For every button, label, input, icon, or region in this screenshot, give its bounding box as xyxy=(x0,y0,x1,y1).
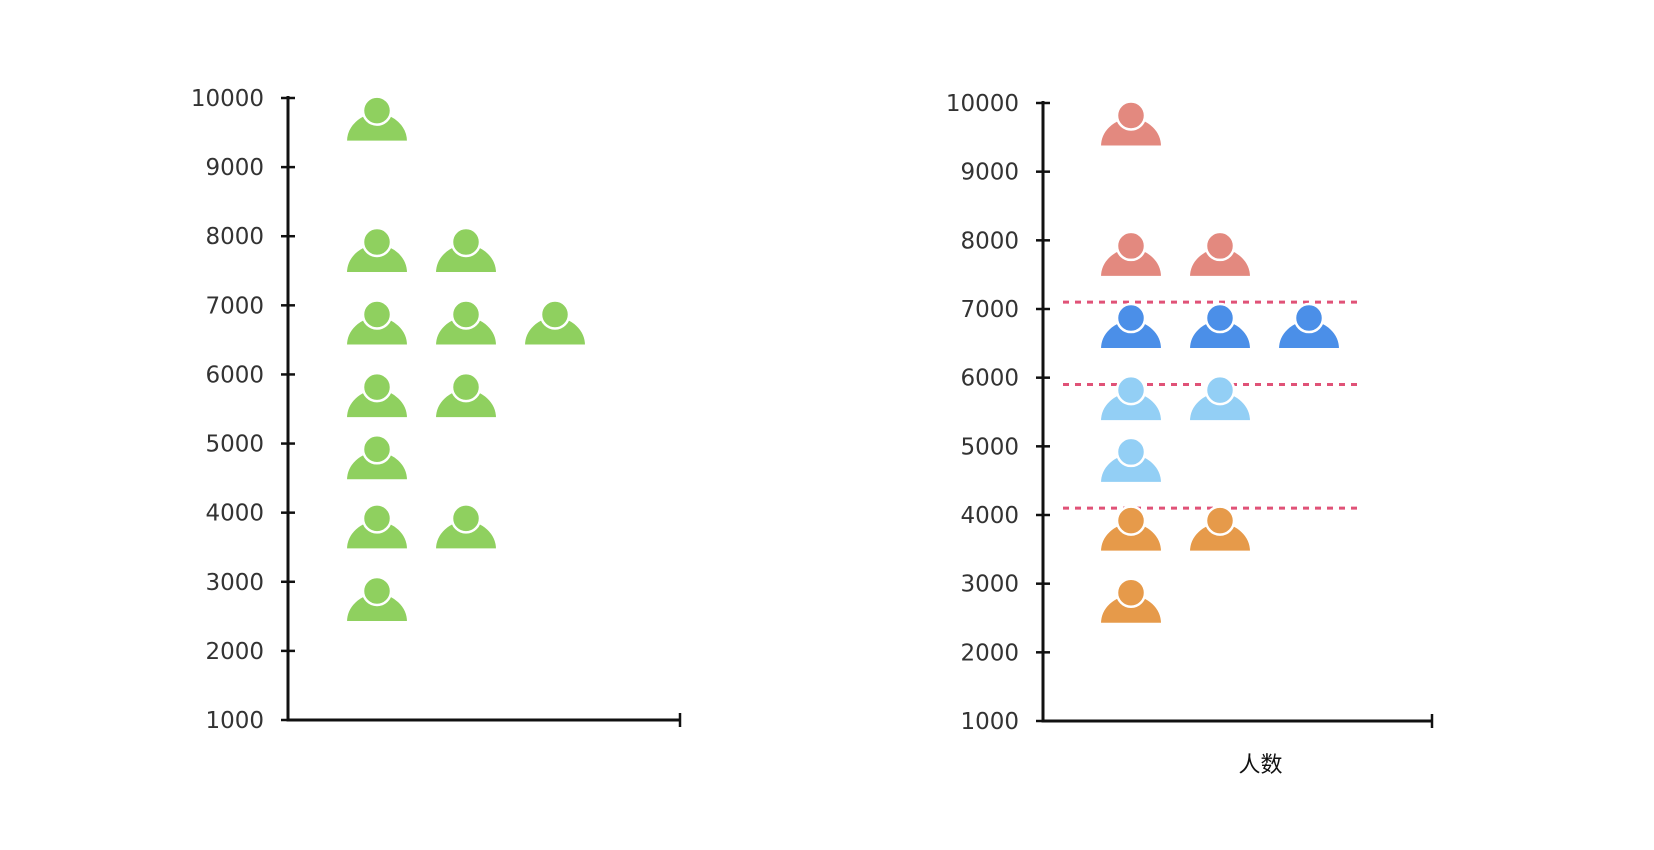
person-icon xyxy=(433,299,499,347)
person-icon xyxy=(433,226,499,274)
person-icon xyxy=(1098,302,1164,351)
right-chart: 1000 2000 3000 4000 5000 6000 7000 8000 9000 1000… xyxy=(946,91,1434,778)
person-icon xyxy=(1098,436,1164,484)
x-axis-title: 人数 xyxy=(1238,753,1282,778)
person-icon xyxy=(1098,100,1164,148)
y-tick-label: 9000 xyxy=(205,155,264,181)
person-icon xyxy=(1187,374,1253,423)
y-tick-label: 6000 xyxy=(205,362,264,388)
person-icon xyxy=(344,299,410,347)
person-icon xyxy=(344,371,410,420)
y-tick-label: 4000 xyxy=(205,501,264,527)
y-tick-label: 10000 xyxy=(946,91,1019,117)
left-chart: 1000 2000 3000 4000 5000 6000 7000 8000 9000 1000… xyxy=(191,86,682,734)
person-icon xyxy=(433,503,499,551)
y-tick-label: 2000 xyxy=(960,640,1019,666)
y-tick-label: 7000 xyxy=(960,297,1019,323)
person-icon xyxy=(1187,505,1253,553)
y-tick-label: 5000 xyxy=(960,434,1019,460)
person-icon xyxy=(1276,302,1342,351)
y-tick-label: 6000 xyxy=(960,366,1019,392)
person-icon xyxy=(1187,230,1253,278)
person-icon xyxy=(344,226,410,274)
person-icon xyxy=(433,371,499,420)
person-icon xyxy=(344,503,410,551)
y-tick-label: 2000 xyxy=(205,639,264,665)
person-icon xyxy=(1098,374,1164,423)
y-tick-label: 1000 xyxy=(960,709,1019,735)
y-tick-label: 3000 xyxy=(205,570,264,596)
y-tick-label: 8000 xyxy=(205,224,264,250)
person-icon xyxy=(344,434,410,482)
person-icon xyxy=(1098,505,1164,553)
person-icon xyxy=(522,299,588,347)
y-tick-label: 4000 xyxy=(960,503,1019,529)
person-icon xyxy=(1187,302,1253,351)
person-icon xyxy=(344,95,410,143)
y-tick-label: 9000 xyxy=(960,160,1019,186)
person-icon xyxy=(344,575,410,623)
y-tick-label: 1000 xyxy=(205,708,264,734)
person-icon xyxy=(1098,230,1164,278)
y-tick-label: 8000 xyxy=(960,228,1019,254)
person-icon xyxy=(1098,577,1164,625)
y-tick-label: 7000 xyxy=(205,293,264,319)
y-tick-label: 3000 xyxy=(960,572,1019,598)
y-tick-label: 5000 xyxy=(205,432,264,458)
y-tick-label: 10000 xyxy=(191,86,264,112)
